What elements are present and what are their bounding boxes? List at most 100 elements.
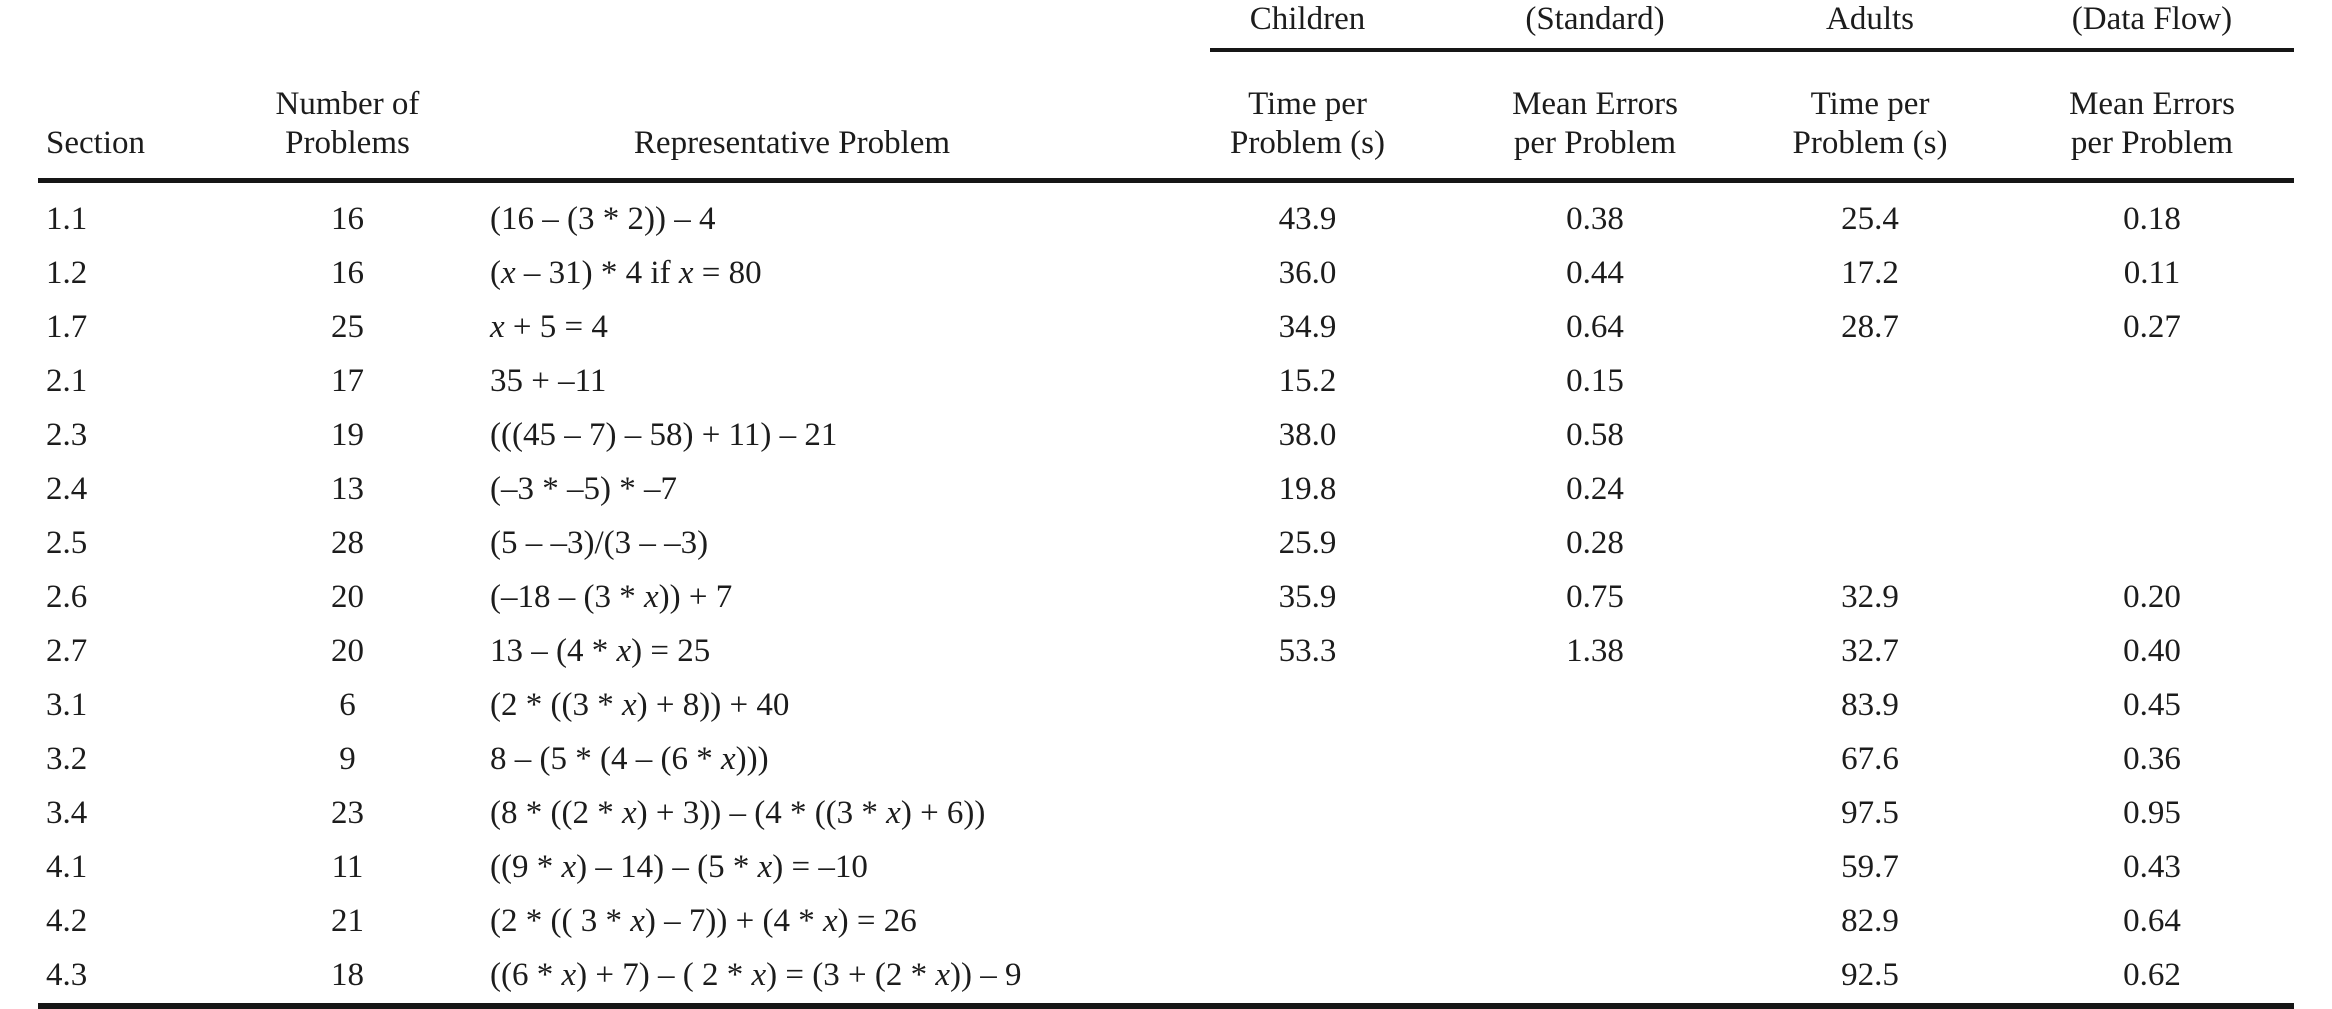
adults-time-cell xyxy=(1730,409,2010,463)
table-row: 2.5 28 (5 – –3)/(3 – –3) 25.9 0.28 xyxy=(38,517,2294,571)
table-row: 4.3 18 ((6 * x) + 7) – ( 2 * x) = (3 + (… xyxy=(38,949,2294,1009)
group-header-row: Children (Standard) Adults (Data Flow) xyxy=(38,0,2294,52)
children-time-cell: 43.9 xyxy=(1278,201,1337,238)
problem-cell: x + 5 = 4 xyxy=(490,309,608,346)
children-time-cell: 36.0 xyxy=(1278,255,1337,292)
group-header-spacer xyxy=(38,0,1210,50)
table-row: 3.1 6 (2 * ((3 * x) + 8)) + 40 83.9 0.45 xyxy=(38,679,2294,733)
children-time-cell: 53.3 xyxy=(1278,633,1337,670)
adults-time-cell: 82.9 xyxy=(1841,903,1899,940)
adults-time-cell: 83.9 xyxy=(1841,687,1899,724)
num-problems-cell: 21 xyxy=(331,903,364,940)
section-cell: 2.3 xyxy=(46,417,88,454)
children-time-cell xyxy=(1210,787,1460,841)
section-cell: 3.2 xyxy=(46,741,88,778)
num-problems-cell: 18 xyxy=(235,949,460,1009)
problem-cell: (16 – (3 * 2)) – 4 xyxy=(490,201,716,238)
problem-cell: ((9 * x) – 14) – (5 * x) = –10 xyxy=(490,849,868,886)
adults-time-cell: 67.6 xyxy=(1841,741,1899,778)
representative-problem-header: Representative Problem xyxy=(460,50,1210,183)
table-row: 4.2 21 (2 * (( 3 * x) – 7)) + (4 * x) = … xyxy=(38,895,2294,949)
section-cell: 1.7 xyxy=(46,309,88,346)
problem-cell: (–3 * –5) * –7 xyxy=(490,471,677,508)
problem-cell: (–18 – (3 * x)) + 7 xyxy=(490,579,733,616)
adults-time-cell xyxy=(1730,463,2010,517)
num-problems-cell: 20 xyxy=(331,633,364,670)
num-problems-cell: 13 xyxy=(331,471,364,508)
children-time-cell: 38.0 xyxy=(1278,417,1337,454)
adults-time-header: Time per Problem (s) xyxy=(1730,50,2010,183)
children-errors-cell: 0.24 xyxy=(1566,471,1624,508)
num-problems-cell: 9 xyxy=(339,741,356,778)
num-problems-cell: 20 xyxy=(331,579,364,616)
children-errors-cell xyxy=(1460,787,1730,841)
dataflow-group-label: (Data Flow) xyxy=(2010,0,2294,52)
adults-time-header-line1: Time per xyxy=(1810,85,1930,122)
results-table-wrap: Children (Standard) Adults (Data Flow) S… xyxy=(38,0,2294,1009)
num-problems-cell: 16 xyxy=(331,255,364,292)
adults-errors-cell: 0.62 xyxy=(2010,949,2294,1009)
problem-cell: 8 – (5 * (4 – (6 * x))) xyxy=(490,741,769,778)
adults-errors-header: Mean Errors per Problem xyxy=(2010,50,2294,183)
table-row: 1.1 16 (16 – (3 * 2)) – 4 43.9 0.38 25.4… xyxy=(38,181,2294,248)
adults-errors-cell: 0.11 xyxy=(2123,255,2181,292)
children-time-cell xyxy=(1210,733,1460,787)
results-table: Children (Standard) Adults (Data Flow) S… xyxy=(38,0,2294,1009)
section-header: Section xyxy=(38,50,235,183)
children-time-header-line2: Problem (s) xyxy=(1230,125,1385,162)
section-cell: 4.3 xyxy=(38,949,235,1009)
children-time-cell: 19.8 xyxy=(1278,471,1337,508)
section-cell: 1.2 xyxy=(46,255,88,292)
adults-time-cell xyxy=(1730,517,2010,571)
adults-errors-cell: 0.95 xyxy=(2123,795,2181,832)
section-cell: 2.6 xyxy=(46,579,88,616)
adults-time-cell: 28.7 xyxy=(1841,309,1899,346)
adults-errors-cell: 0.45 xyxy=(2123,687,2181,724)
table-row: 1.2 16 (x – 31) * 4 if x = 80 36.0 0.44 … xyxy=(38,247,2294,301)
problem-cell: ((6 * x) + 7) – ( 2 * x) = (3 + (2 * x))… xyxy=(460,949,1210,1009)
children-errors-cell xyxy=(1460,733,1730,787)
children-time-cell: 15.2 xyxy=(1278,363,1337,400)
children-errors-header-line1: Mean Errors xyxy=(1512,85,1678,122)
children-errors-cell: 0.75 xyxy=(1566,579,1624,616)
adults-time-cell: 25.4 xyxy=(1841,201,1899,238)
column-header-row: Section Number of Problems Representativ… xyxy=(38,50,2294,183)
section-cell: 1.1 xyxy=(46,201,88,238)
children-time-cell xyxy=(1210,895,1460,949)
problem-cell: (2 * (( 3 * x) – 7)) + (4 * x) = 26 xyxy=(490,903,917,940)
table-body: 1.1 16 (16 – (3 * 2)) – 4 43.9 0.38 25.4… xyxy=(38,181,2294,1009)
table-row: 4.1 11 ((9 * x) – 14) – (5 * x) = –10 59… xyxy=(38,841,2294,895)
children-errors-cell: 0.28 xyxy=(1566,525,1624,562)
adults-time-cell: 97.5 xyxy=(1841,795,1899,832)
children-errors-cell: 0.58 xyxy=(1566,417,1624,454)
table-row: 3.2 9 8 – (5 * (4 – (6 * x))) 67.6 0.36 xyxy=(38,733,2294,787)
adults-errors-cell xyxy=(2010,517,2294,571)
adults-time-cell xyxy=(1730,355,2010,409)
adults-errors-header-line1: Mean Errors xyxy=(2069,85,2235,122)
adults-errors-cell: 0.40 xyxy=(2123,633,2181,670)
section-cell: 2.4 xyxy=(46,471,88,508)
children-time-cell xyxy=(1210,949,1460,1009)
num-problems-cell: 17 xyxy=(331,363,364,400)
section-cell: 2.7 xyxy=(46,633,88,670)
children-errors-cell xyxy=(1460,949,1730,1009)
adults-time-cell: 32.7 xyxy=(1841,633,1899,670)
adults-errors-cell: 0.18 xyxy=(2123,201,2181,238)
children-time-cell: 35.9 xyxy=(1278,579,1337,616)
adults-errors-cell xyxy=(2010,409,2294,463)
adults-errors-cell: 0.43 xyxy=(2123,849,2181,886)
children-time-header-line1: Time per xyxy=(1248,85,1367,122)
adults-errors-header-line2: per Problem xyxy=(2070,125,2234,162)
table-row: 2.3 19 (((45 – 7) – 58) + 11) – 21 38.0 … xyxy=(38,409,2294,463)
section-cell: 3.1 xyxy=(46,687,88,724)
num-problems-cell: 11 xyxy=(331,849,364,886)
num-problems-cell: 6 xyxy=(339,687,356,724)
section-cell: 4.2 xyxy=(46,903,88,940)
children-errors-cell xyxy=(1460,679,1730,733)
children-errors-cell: 1.38 xyxy=(1566,633,1624,670)
problem-cell: (5 – –3)/(3 – –3) xyxy=(490,525,709,562)
num-problems-cell: 16 xyxy=(331,201,364,238)
children-errors-cell: 0.44 xyxy=(1566,255,1624,292)
children-errors-cell: 0.38 xyxy=(1566,201,1624,238)
table-row: 1.7 25 x + 5 = 4 34.9 0.64 28.7 0.27 xyxy=(38,301,2294,355)
